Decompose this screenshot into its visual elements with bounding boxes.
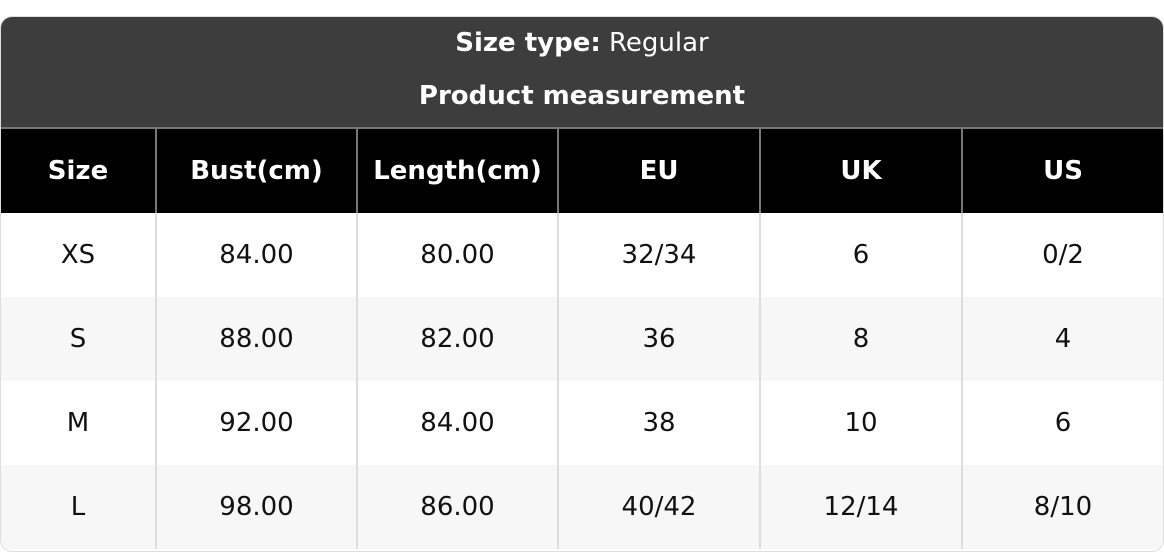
table-cell: 32/34 [557,213,760,297]
size-type: Size type: Regular [1,17,1163,73]
column-header: Size [1,129,156,213]
table-cell: 86.00 [356,465,558,549]
table-cell: 82.00 [356,297,558,381]
column-header: US [961,129,1163,213]
size-chart-header: Size type: Regular Product measurement [1,17,1163,129]
table-cell: 98.00 [155,465,357,549]
table-cell: 88.00 [155,297,357,381]
table-cell: 10 [759,381,962,465]
table-cell: 40/42 [557,465,760,549]
subtitle: Product measurement [418,81,746,111]
table-header-row: Size Bust(cm) Length(cm) EU UK US [1,129,1163,213]
table-cell: XS [60,240,96,270]
size-type-value: Regular [609,28,709,58]
table-cell: 36 [557,297,760,381]
table-cell: 6 [961,381,1163,465]
table-cell: 12/14 [759,465,962,549]
column-header: UK [759,129,962,213]
table-row: M 92.00 84.00 38 10 6 [1,381,1163,465]
column-header: Length(cm) [356,129,558,213]
size-type-label: Size type: [455,28,601,58]
table-cell: 0/2 [961,213,1163,297]
table-cell: 92.00 [155,381,357,465]
table-cell: 38 [557,381,760,465]
table-cell: M [66,408,90,438]
table-cell: 6 [759,213,962,297]
size-chart: Size type: Regular Product measurement S… [0,16,1164,552]
column-header: Bust(cm) [155,129,357,213]
measurement-table: Size Bust(cm) Length(cm) EU UK US XS 84.00 80.0… [1,129,1163,549]
table-row: XS 84.00 80.00 32/34 6 0/2 [1,213,1163,297]
table-row: L 98.00 86.00 40/42 12/14 8/10 [1,465,1163,549]
table-cell: 84.00 [155,213,357,297]
table-cell: 8/10 [961,465,1163,549]
table-cell: S [1,297,156,381]
table-cell: 4 [961,297,1163,381]
table-cell: L [1,465,156,549]
table-cell: 8 [759,297,962,381]
column-header: EU [557,129,760,213]
table-cell: 80.00 [356,213,558,297]
table-cell: 84.00 [356,381,558,465]
table-row: S 88.00 82.00 36 8 4 [1,297,1163,381]
